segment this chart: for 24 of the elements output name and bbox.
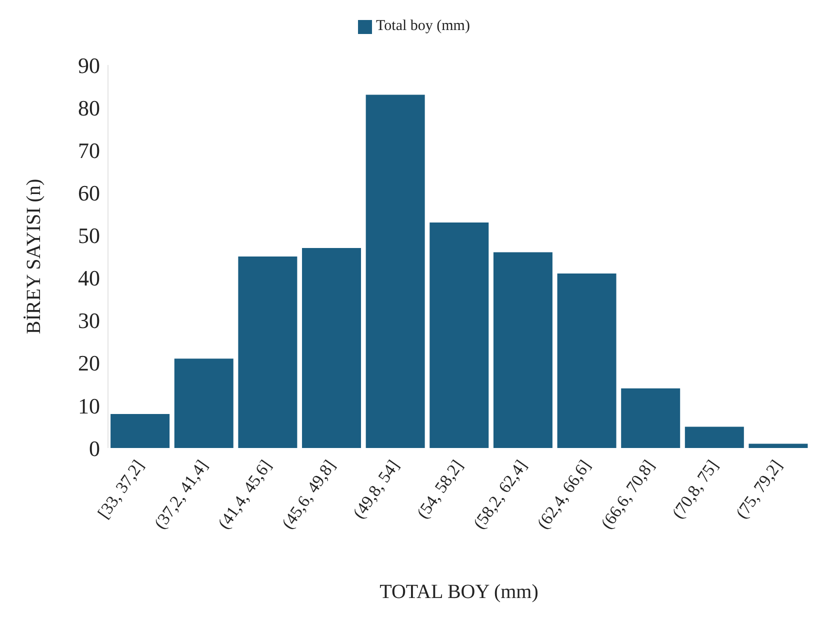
y-tick-label: 0: [89, 436, 100, 461]
y-tick-label: 70: [78, 138, 100, 163]
bar: [493, 252, 552, 448]
y-tick-label: 50: [78, 223, 100, 248]
bar: [302, 248, 362, 448]
bar: [174, 358, 234, 448]
bar: [110, 414, 170, 448]
bar: [238, 256, 298, 448]
y-tick-label: 20: [78, 350, 100, 376]
bar: [748, 444, 808, 448]
y-tick-label: 10: [78, 393, 100, 418]
bar: [430, 222, 489, 448]
y-tick-label: 90: [78, 52, 100, 78]
bar: [366, 94, 425, 448]
x-axis-title: TOTAL BOY (mm): [380, 581, 538, 603]
y-tick-label: 60: [78, 180, 100, 206]
y-tick-label: 40: [78, 266, 100, 291]
bar: [621, 388, 680, 448]
y-tick-label: 30: [78, 308, 100, 334]
bar: [684, 426, 744, 448]
y-axis-title: BİREY SAYISI (n): [23, 178, 46, 334]
y-tick-label: 80: [78, 95, 100, 120]
legend-label: Total boy (mm): [376, 18, 470, 34]
bar: [557, 274, 616, 448]
